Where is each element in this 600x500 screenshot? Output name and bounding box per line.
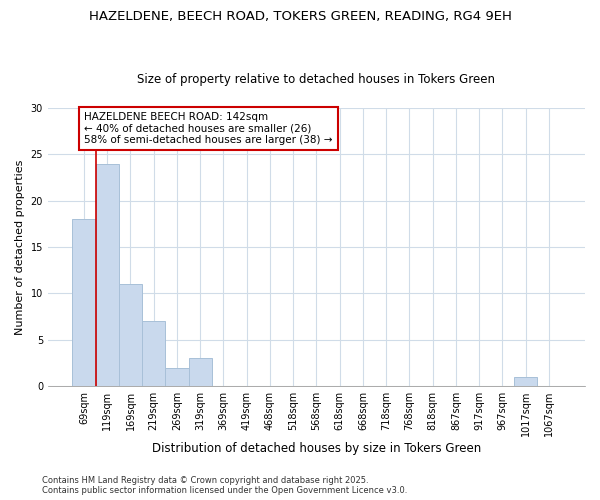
- Bar: [142, 322, 166, 386]
- Text: HAZELDENE BEECH ROAD: 142sqm
← 40% of detached houses are smaller (26)
58% of se: HAZELDENE BEECH ROAD: 142sqm ← 40% of de…: [84, 112, 332, 145]
- Bar: [119, 284, 142, 386]
- Bar: [95, 164, 119, 386]
- Bar: [73, 220, 95, 386]
- Title: Size of property relative to detached houses in Tokers Green: Size of property relative to detached ho…: [137, 73, 496, 86]
- Bar: [166, 368, 188, 386]
- Bar: [514, 377, 538, 386]
- X-axis label: Distribution of detached houses by size in Tokers Green: Distribution of detached houses by size …: [152, 442, 481, 455]
- Text: HAZELDENE, BEECH ROAD, TOKERS GREEN, READING, RG4 9EH: HAZELDENE, BEECH ROAD, TOKERS GREEN, REA…: [89, 10, 511, 23]
- Text: Contains HM Land Registry data © Crown copyright and database right 2025.
Contai: Contains HM Land Registry data © Crown c…: [42, 476, 407, 495]
- Bar: [188, 358, 212, 386]
- Y-axis label: Number of detached properties: Number of detached properties: [15, 160, 25, 335]
